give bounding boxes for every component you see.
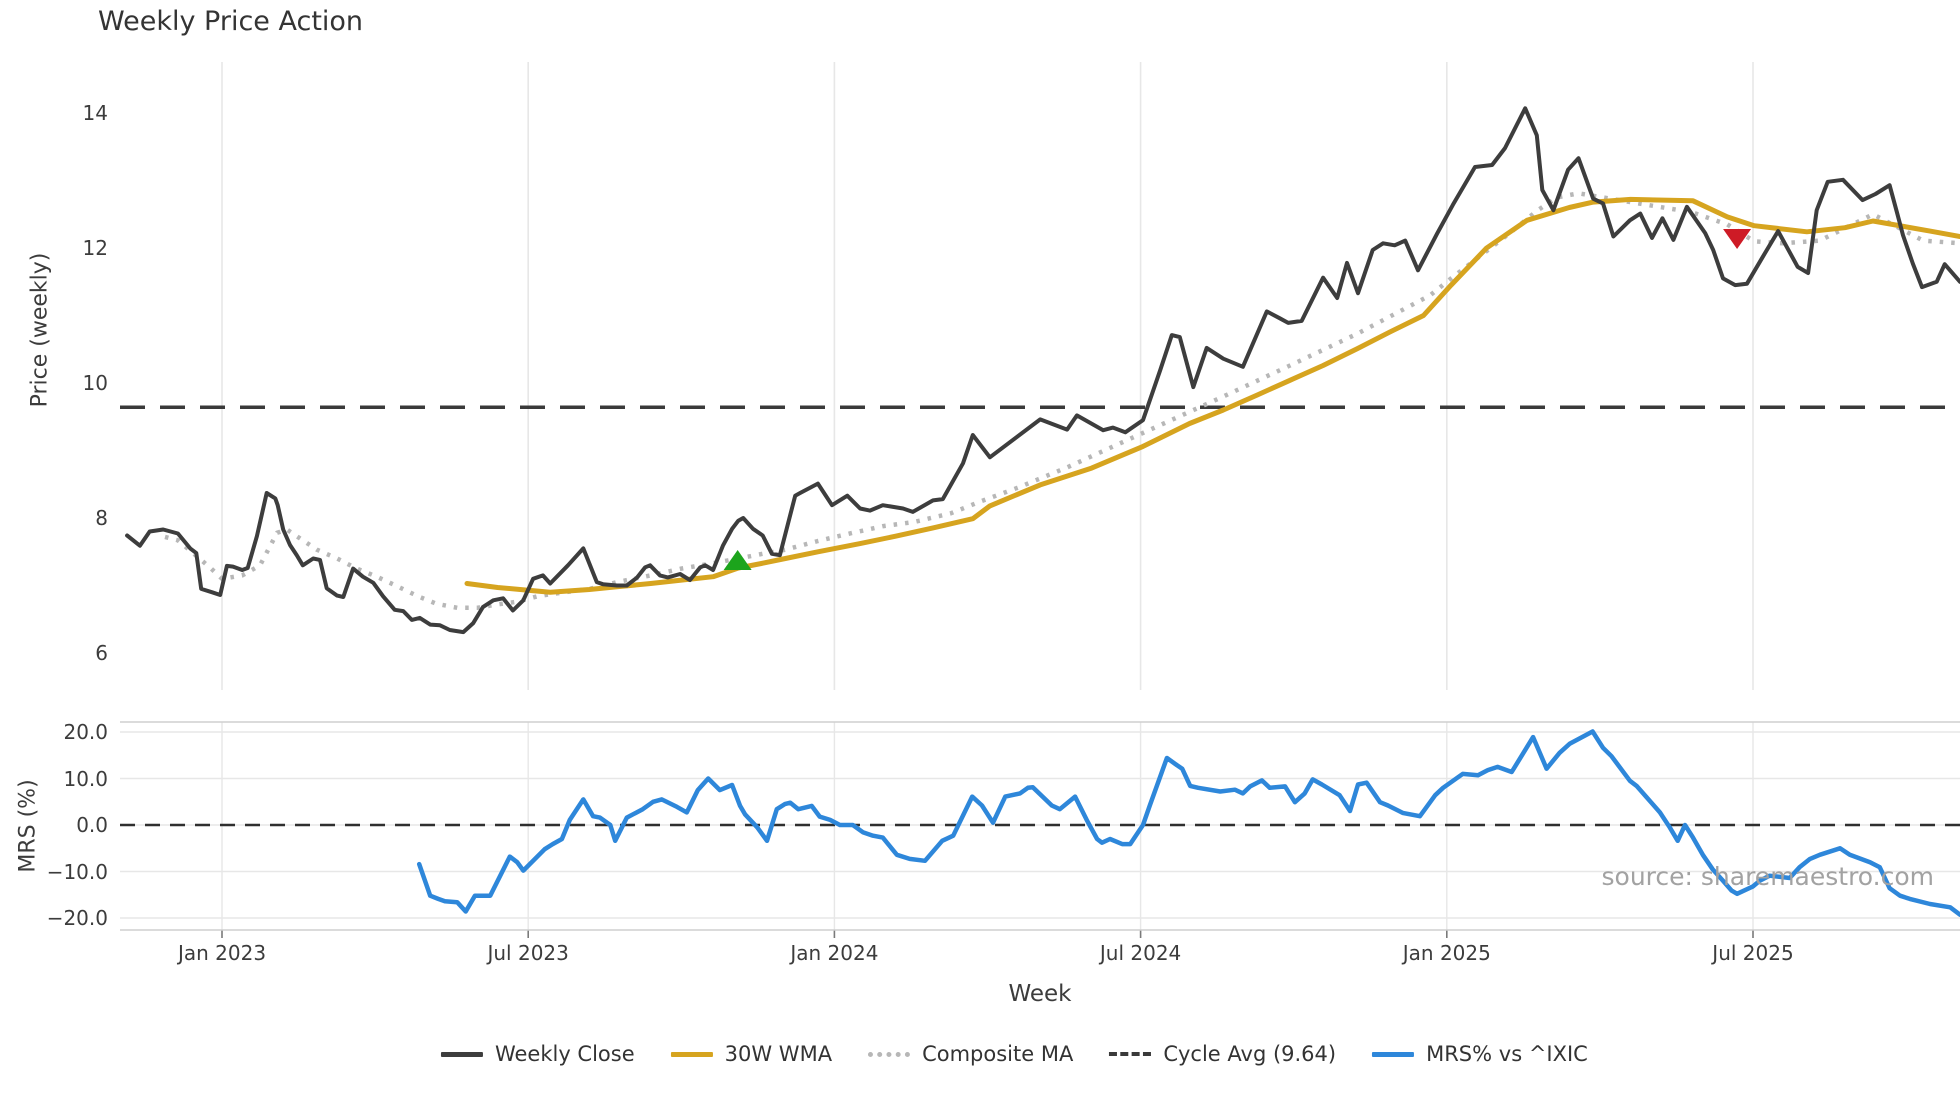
mrs-y-tick-label: 20.0 (63, 720, 108, 744)
weekly-close-line-swatch (440, 1051, 483, 1057)
mrs-line (416, 729, 1960, 917)
legend-item-30w-wma: 30W WMA (670, 1042, 833, 1066)
x-tick-label: Jul 2025 (1712, 941, 1794, 965)
legend-item-weekly-close: Weekly Close (440, 1042, 635, 1066)
price-y-tick-label: 14 (82, 101, 108, 125)
x-tick-label: Jan 2023 (177, 941, 267, 965)
cycle-avg-line-swatch (1109, 1052, 1152, 1056)
composite-ma-line-swatch (868, 1051, 911, 1057)
legend-label: 30W WMA (724, 1042, 833, 1066)
legend-item-cycle-avg: Cycle Avg (9.64) (1109, 1042, 1336, 1066)
mrs-y-tick-label: −10.0 (46, 859, 108, 884)
mrs-y-tick-label: −20.0 (46, 906, 108, 930)
legend-item-mrs: MRS% vs ^IXIC (1372, 1042, 1588, 1066)
mrs-line-swatch (1372, 1051, 1415, 1057)
price-y-tick-label: 10 (82, 371, 108, 395)
week-axis-label: Week (1008, 981, 1072, 1007)
price-y-tick-label: 12 (82, 236, 108, 260)
price-y-tick-label: 6 (95, 641, 108, 665)
mrs-y-tick-label: 10.0 (63, 766, 108, 791)
chart-legend: Weekly Close 30W WMA Composite MA Cycle … (440, 1042, 1588, 1066)
composite-ma-line (164, 191, 1960, 611)
legend-label: Composite MA (922, 1042, 1074, 1066)
legend-label: Weekly Close (494, 1042, 635, 1066)
price-y-tick-label: 8 (95, 506, 108, 530)
weekly-close-line (125, 106, 1960, 635)
x-tick-label: Jul 2024 (1099, 941, 1182, 965)
page-title: Weekly Price Action (98, 6, 364, 37)
x-tick-label: Jul 2023 (487, 941, 569, 965)
legend-label: Cycle Avg (9.64) (1163, 1042, 1337, 1066)
legend-item-composite-ma: Composite MA (868, 1042, 1073, 1066)
wma-line-swatch (670, 1051, 713, 1057)
source-watermark: source: sharemaestro.com (1601, 862, 1935, 891)
sell-signal-marker (1723, 229, 1752, 250)
wma-30w-line (464, 196, 1960, 595)
x-tick-label: Jan 2025 (1402, 941, 1491, 965)
buy-signal-marker (723, 550, 752, 571)
mrs-y-tick-label: 0.0 (76, 813, 108, 837)
x-tick-label: Jan 2024 (790, 941, 879, 965)
legend-label: MRS% vs ^IXIC (1426, 1042, 1588, 1066)
